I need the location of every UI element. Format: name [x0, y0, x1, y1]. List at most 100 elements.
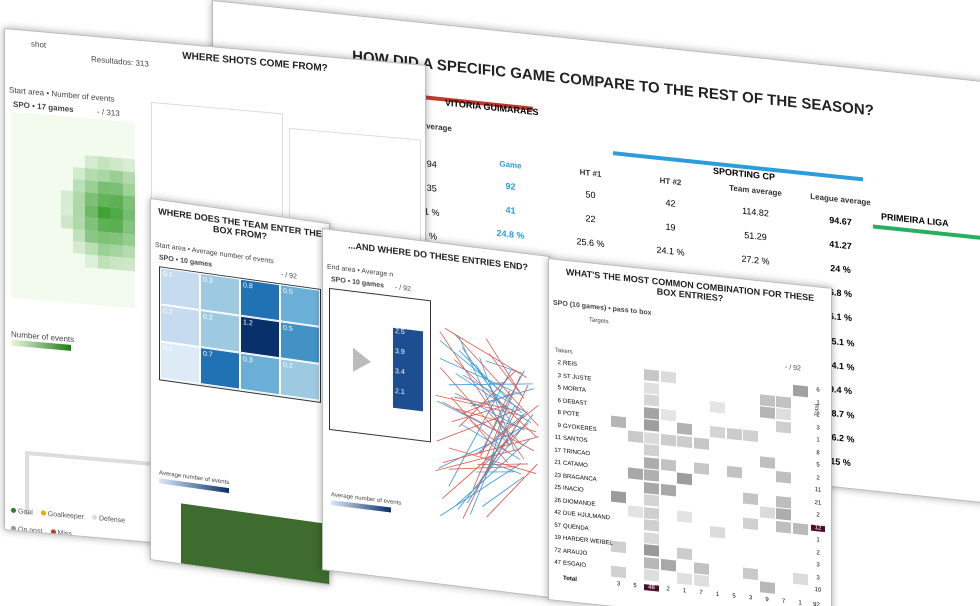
player-number: 11	[554, 434, 561, 442]
heat-cell	[85, 217, 98, 231]
player-number: 72	[554, 547, 561, 554]
tab[interactable]: shot	[31, 39, 47, 50]
pass-line	[488, 353, 520, 392]
heat-cell: 3.9	[395, 347, 405, 357]
pass-line	[454, 396, 513, 411]
heat-cell: 2.1	[395, 387, 405, 397]
player-number: 57	[554, 522, 561, 529]
pass-line	[438, 427, 522, 469]
table-cell: 114.82	[742, 205, 769, 219]
matrix-cell	[644, 556, 659, 570]
matrix: 2 REIS 6 3 ST JUSTE 1 5 MORITA 2 6 DEBAST 3 8 POTE 1 9 G…	[549, 359, 831, 606]
legend-label: Miss	[57, 529, 72, 538]
heat-cell	[97, 156, 111, 170]
player-name: ST JUSTE	[563, 373, 592, 383]
matrix-cell	[660, 483, 676, 496]
heat-cell	[110, 219, 123, 233]
matrix-cell	[644, 506, 659, 520]
legend-swatch	[11, 525, 16, 532]
matrix-cell	[644, 431, 659, 445]
heat-cell: 0.8	[240, 278, 280, 322]
column-header: Team average	[729, 183, 782, 198]
player-name: MORITA	[563, 385, 586, 394]
matrix-cell	[693, 561, 709, 575]
pass-line	[477, 463, 529, 466]
column-total: 9	[765, 596, 769, 603]
player-name: DIOMANDE	[563, 498, 596, 508]
team-name: VITORIA GUIMARAES	[445, 97, 539, 118]
matrix-cell	[644, 569, 659, 582]
column-total: 7	[699, 589, 703, 596]
player-number: 26	[554, 497, 561, 504]
table-cell: 41	[505, 204, 516, 216]
heat-cell	[73, 216, 86, 230]
heat-cell	[97, 230, 111, 245]
legend-item: On post	[11, 525, 43, 535]
heat-cell	[122, 195, 135, 210]
legend-swatch	[92, 514, 97, 521]
column-total: 7	[781, 598, 786, 605]
pass-line	[455, 408, 537, 433]
row-total: 11	[814, 487, 822, 494]
matrix-cell	[660, 408, 676, 421]
video[interactable]	[181, 503, 329, 585]
pass-line	[485, 338, 525, 399]
heat-cell	[110, 256, 123, 271]
pass-line	[439, 340, 512, 401]
matrix-cell	[660, 458, 676, 471]
matrix-cell	[644, 544, 659, 557]
matrix-cell	[644, 494, 659, 507]
arrow	[353, 347, 383, 376]
matrix-cell	[792, 384, 808, 398]
enter-panel: WHERE DOES THE TEAM ENTER THE BOX FROM? …	[150, 198, 330, 586]
heat-cell	[85, 254, 98, 268]
heat-cell: 1.2	[240, 315, 280, 359]
pass-line	[453, 333, 539, 427]
player-number: 6	[557, 397, 561, 404]
matrix-cell	[627, 504, 643, 518]
matrix-cell	[759, 506, 775, 519]
matrix-cell	[710, 426, 725, 439]
pass-lines	[435, 327, 539, 519]
table-cell: 24.8 %	[496, 227, 525, 241]
legend-item: Goalkeeper	[40, 510, 84, 521]
pass-line	[435, 448, 521, 472]
pass-line	[481, 476, 525, 507]
combo-panel: WHAT'S THE MOST COMMON COMBINATION FOR T…	[548, 258, 832, 606]
matrix-cell	[644, 444, 659, 457]
heat-cell	[97, 193, 111, 208]
matrix-cell	[759, 581, 775, 594]
heat-cell: 0.3	[200, 273, 240, 316]
row-total: 1	[816, 437, 820, 444]
matrix-cell	[792, 522, 808, 535]
player-name: INACIO	[563, 485, 584, 494]
player-name: HARDER WEIBEL	[563, 535, 613, 547]
column-total: 3	[616, 580, 621, 588]
matrix-cell	[677, 472, 692, 486]
table-cell: 24 %	[830, 262, 851, 276]
pass-line	[450, 396, 508, 463]
targets-label: Targets	[589, 317, 609, 326]
row-total: 3	[816, 562, 820, 569]
heat-cell: 0.7	[200, 347, 240, 390]
heat-cell	[110, 182, 123, 196]
pass-line	[448, 383, 533, 386]
pass-line	[486, 463, 538, 518]
row-total: 8	[816, 449, 820, 457]
row-total: 10	[814, 587, 822, 594]
column-total: 92	[813, 601, 820, 606]
matrix-cell	[627, 467, 643, 480]
pass-line	[479, 416, 523, 482]
heat-cell: 0.2	[160, 304, 200, 348]
matrix-cell	[759, 393, 775, 407]
player-number: 8	[557, 410, 561, 417]
matrix-cell	[743, 429, 758, 443]
matrix-cell	[660, 433, 676, 446]
matrix-cell	[611, 565, 626, 579]
heat-cell	[85, 204, 98, 219]
heat-cell	[122, 232, 135, 247]
pass-line	[439, 358, 523, 396]
matrix-cell	[644, 406, 659, 420]
heat-cell	[73, 191, 86, 205]
